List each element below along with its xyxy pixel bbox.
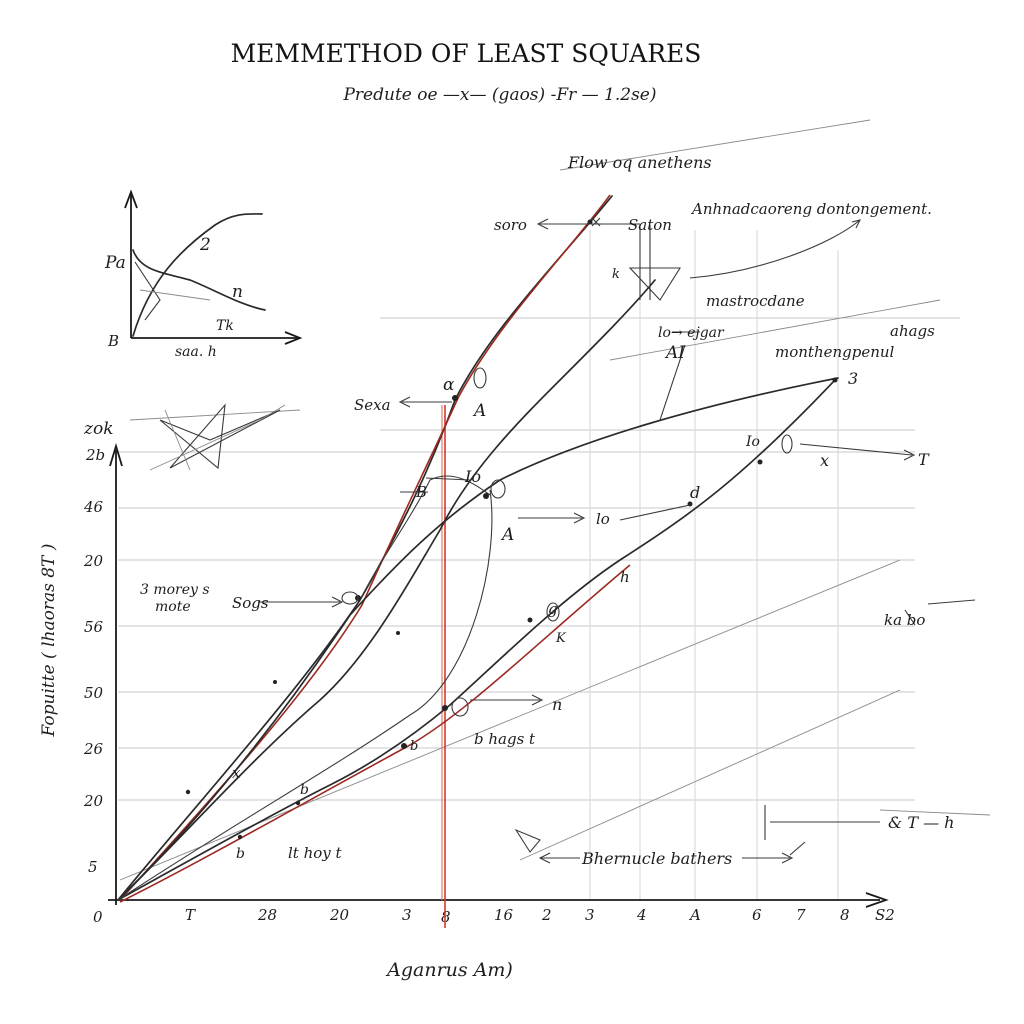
annotation-soro: soro [494, 216, 527, 234]
inset-x-label: saa. h [175, 344, 217, 360]
annotation-month: monthengpenul [775, 343, 895, 361]
x-tick-label: T [185, 906, 196, 924]
annotation-saton: Saton [628, 216, 672, 234]
annotation-mastro: mastrocdane [706, 292, 805, 310]
annotation-a-lower: A [500, 525, 514, 545]
fit-curves [117, 194, 839, 903]
annotation-ai: AI [664, 343, 685, 363]
annotation-g: g [548, 600, 558, 618]
inset-y-label: Pa [104, 253, 126, 273]
point-marker [295, 800, 301, 806]
annotation-a-upper: A [472, 401, 486, 421]
annotation-ahags: ahags [890, 322, 935, 340]
annotation-lo-mid: lo [596, 510, 610, 528]
point-marker [401, 743, 407, 749]
y-tick-label: 56 [84, 618, 104, 636]
x-tick-label: 4 [636, 906, 647, 924]
annotation-t-right: T [918, 450, 930, 469]
annotation-t-h: & T — h [888, 813, 954, 832]
annotation-sexa: Sexa [354, 396, 391, 414]
annotation-bhags: b hags t [474, 730, 536, 748]
point-marker [396, 631, 400, 635]
inset-curve-label-1: 2 [199, 235, 211, 255]
x-axis-title: Aganrus Aт) [385, 959, 513, 981]
data-points [185, 219, 838, 840]
annotations: Flow oq anethens Anhnadcaoreng dontongem… [140, 153, 954, 868]
annotation-y-small: b [410, 739, 418, 754]
point-marker [757, 459, 763, 465]
annotation-bho: ka bo [884, 611, 925, 629]
y-tick-label: 5 [88, 858, 98, 876]
inset-chart: Pa B saa. h 2 n Tk [104, 189, 303, 360]
annotation-sogs: Sogs [232, 594, 269, 612]
y-tick-label: 20 [83, 792, 104, 810]
x-tick-label: 16 [494, 906, 514, 924]
y-tick-label: 46 [83, 498, 104, 516]
x-tick-label: S2 [875, 906, 895, 924]
y-tick-label: 2b [85, 446, 105, 464]
annotation-x: x [820, 451, 829, 470]
annotation-bhoy: lt hoy t [288, 844, 343, 862]
point-marker [185, 789, 191, 795]
point-marker [442, 705, 448, 711]
scribble-sketch [149, 403, 286, 471]
inset-origin-label: B [107, 332, 119, 350]
annotation-d: d [690, 483, 700, 502]
y-tick-label: 50 [84, 684, 104, 702]
sheet-subtitle: Predute oe —x— (gaos) -Fr — 1.2se) [342, 85, 656, 105]
x-tick-label: 2 [541, 906, 552, 924]
loop-markers [341, 367, 793, 717]
y-tick-label: 0 [93, 908, 103, 926]
point-marker [587, 219, 593, 225]
annotation-h-mid: h [620, 568, 630, 586]
x-tick-label: A [688, 906, 701, 924]
main-axes [108, 442, 889, 908]
x-tick-label: 20 [329, 906, 350, 924]
annotation-mored: 3 morey s [140, 582, 210, 598]
annotation-k-mid: K [555, 631, 567, 646]
annotation-three: 3 [848, 369, 858, 388]
annotation-k: k [612, 267, 620, 282]
x-axis-ticks: T 28 20 3 8 16 2 3 4 A 6 7 8 S2 [185, 906, 895, 926]
point-marker [237, 834, 243, 840]
annotation-mote: mote [155, 599, 191, 615]
x-tick-label: 6 [752, 906, 762, 924]
annotation-b-tag: B [415, 483, 427, 501]
annotation-top-note: Flow oq anethens [567, 153, 712, 172]
point-marker [483, 493, 489, 499]
y-tick-label: 20 [83, 552, 104, 570]
annotation-lo-eigar: lo→ ejgar [658, 325, 725, 341]
red-vertical-line [441, 405, 446, 928]
x-tick-label: 8 [840, 906, 850, 924]
x-tick-label: 3 [585, 906, 595, 924]
point-marker [832, 377, 838, 383]
point-marker [527, 617, 533, 623]
annotation-n: n [552, 695, 562, 714]
annotation-b-low: b [300, 782, 309, 798]
x-tick-label: 28 [257, 906, 277, 924]
leader-arrows [258, 217, 976, 864]
annotation-alpha: α [443, 375, 455, 395]
inset-curve-label-3: Tk [216, 318, 234, 334]
annotation-b-lower2: b [236, 846, 245, 862]
inset-curve-label-2: n [232, 282, 243, 302]
y-tick-label: 26 [83, 740, 104, 758]
annotation-top-right: Anhnadcaoreng dontongement. [690, 200, 932, 218]
y-top-label: zok [83, 419, 114, 439]
sheet-title: MEMMETHOD OF LEAST SQUARES [231, 39, 702, 68]
point-marker [452, 395, 458, 401]
annotation-io-left: Io [464, 467, 481, 486]
x-tick-label: 7 [796, 906, 806, 924]
y-axis-ticks: zok 2b 46 20 56 50 26 20 5 0 [83, 419, 114, 926]
annotation-hiernucle: Bhernucle bathers [581, 849, 732, 868]
annotation-x-low: x [232, 764, 241, 782]
grid [118, 230, 960, 900]
y-axis-title: Fopuitte ( lhaoras 8T ) [39, 544, 59, 738]
annotation-io-right: Io [745, 434, 760, 450]
x-tick-label: 3 [402, 906, 412, 924]
point-marker [273, 680, 277, 684]
